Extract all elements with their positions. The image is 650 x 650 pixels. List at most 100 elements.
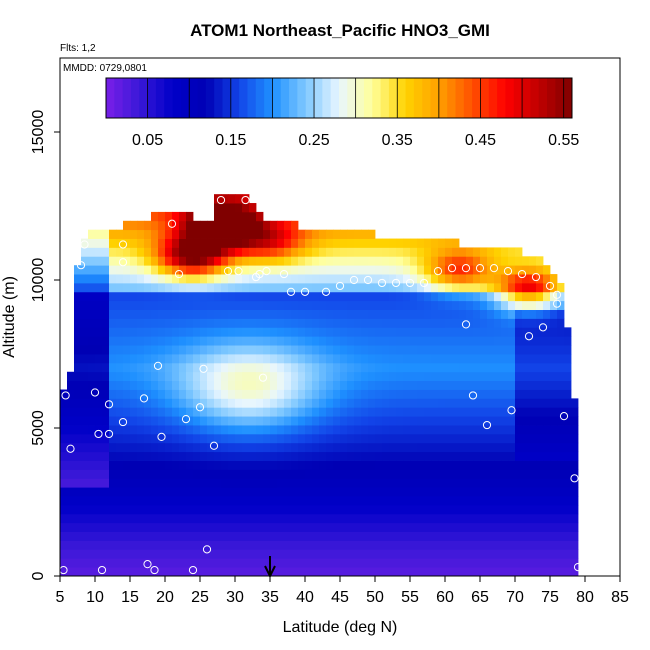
heatmap-cell	[95, 345, 103, 355]
heatmap-cell	[389, 380, 397, 390]
heatmap-cell	[403, 442, 411, 453]
heatmap-cell	[424, 558, 432, 568]
heatmap-cell	[109, 238, 117, 248]
heatmap-cell	[130, 531, 138, 541]
heatmap-cell	[298, 540, 306, 550]
heatmap-cell	[459, 282, 467, 293]
heatmap-cell	[144, 265, 152, 275]
heatmap-cell	[508, 504, 516, 515]
heatmap-cell	[67, 504, 75, 515]
heatmap-cell	[543, 398, 551, 408]
heatmap-cell	[529, 345, 537, 355]
heatmap-cell	[137, 567, 145, 577]
heatmap-cell	[312, 345, 320, 355]
heatmap-cell	[354, 282, 362, 293]
heatmap-cell	[375, 558, 383, 568]
heatmap-cell	[319, 318, 327, 328]
heatmap-cell	[214, 531, 222, 541]
heatmap-cell	[137, 469, 145, 479]
heatmap-cell	[389, 318, 397, 328]
heatmap-cell	[144, 531, 152, 541]
sample-point	[363, 275, 373, 285]
heatmap-cell	[186, 513, 194, 524]
heatmap-cell	[158, 558, 166, 568]
heatmap-cell	[151, 354, 159, 364]
heatmap-cell	[235, 416, 243, 426]
heatmap-cell	[207, 469, 215, 479]
heatmap-cell	[186, 398, 194, 408]
heatmap-cell	[263, 442, 271, 453]
heatmap-cell	[480, 300, 488, 310]
heatmap-cell	[466, 274, 474, 284]
heatmap-cell	[137, 300, 145, 310]
heatmap-cell	[459, 354, 467, 364]
heatmap-cell	[74, 496, 82, 506]
heatmap-cell	[277, 291, 285, 302]
heatmap-cell	[424, 256, 432, 266]
heatmap-cell	[522, 513, 530, 524]
heatmap-cell	[550, 274, 558, 284]
sample-point	[66, 444, 75, 453]
heatmap-cell	[165, 487, 173, 497]
heatmap-cell	[305, 345, 313, 355]
heatmap-cell	[410, 496, 418, 506]
heatmap-cell	[284, 345, 292, 355]
heatmap-cell	[186, 469, 194, 479]
heatmap-cell	[438, 451, 446, 461]
sample-point	[489, 264, 499, 273]
heatmap-cell	[193, 309, 201, 319]
heatmap-cell	[564, 345, 572, 355]
heatmap-cell	[445, 496, 453, 506]
heatmap-cell	[347, 442, 355, 453]
heatmap-cell	[326, 238, 334, 248]
heatmap-cell	[172, 496, 180, 506]
heatmap-cell	[473, 442, 481, 453]
heatmap-cell	[158, 282, 166, 293]
heatmap-cell	[242, 398, 250, 408]
heatmap-cell	[256, 567, 264, 577]
heatmap-cell	[396, 300, 404, 310]
heatmap-cell	[95, 531, 103, 541]
heatmap-cell	[333, 247, 341, 257]
heatmap-cell	[557, 540, 565, 550]
heatmap-cell	[165, 336, 173, 346]
heatmap-cell	[284, 416, 292, 426]
heatmap-cell	[494, 327, 502, 337]
heatmap-cell	[550, 540, 558, 550]
heatmap-cell	[466, 336, 474, 346]
heatmap-cell	[158, 309, 166, 319]
heatmap-cell	[382, 398, 390, 408]
heatmap-cell	[165, 300, 173, 310]
heatmap-cell	[501, 247, 509, 257]
heatmap-cell	[445, 513, 453, 524]
heatmap-cell	[319, 460, 327, 470]
heatmap-cell	[354, 540, 362, 550]
heatmap-cell	[284, 487, 292, 497]
heatmap-cell	[249, 389, 257, 399]
heatmap-cell	[81, 469, 89, 479]
heatmap-cell	[403, 558, 411, 568]
heatmap-cell	[543, 300, 551, 310]
heatmap-cell	[340, 460, 348, 470]
sample-point	[199, 364, 208, 373]
heatmap-cell	[291, 451, 299, 461]
heatmap-cell	[109, 309, 117, 319]
heatmap-cell	[319, 282, 327, 293]
heatmap-cell	[207, 265, 215, 275]
heatmap-cell	[459, 371, 467, 382]
heatmap-cell	[368, 442, 376, 453]
heatmap-cell	[508, 478, 516, 488]
heatmap-cell	[431, 513, 439, 524]
heatmap-cell	[130, 433, 138, 444]
heatmap-cell	[277, 540, 285, 550]
heatmap-cell	[277, 416, 285, 426]
heatmap-cell	[291, 425, 299, 435]
heatmap-cell	[228, 389, 236, 399]
heatmap-cell	[557, 389, 565, 399]
heatmap-cell	[172, 274, 180, 284]
heatmap-cell	[263, 265, 271, 275]
heatmap-cell	[480, 531, 488, 541]
heatmap-cell	[151, 274, 159, 284]
heatmap-cell	[102, 309, 110, 319]
heatmap-cell	[368, 478, 376, 488]
